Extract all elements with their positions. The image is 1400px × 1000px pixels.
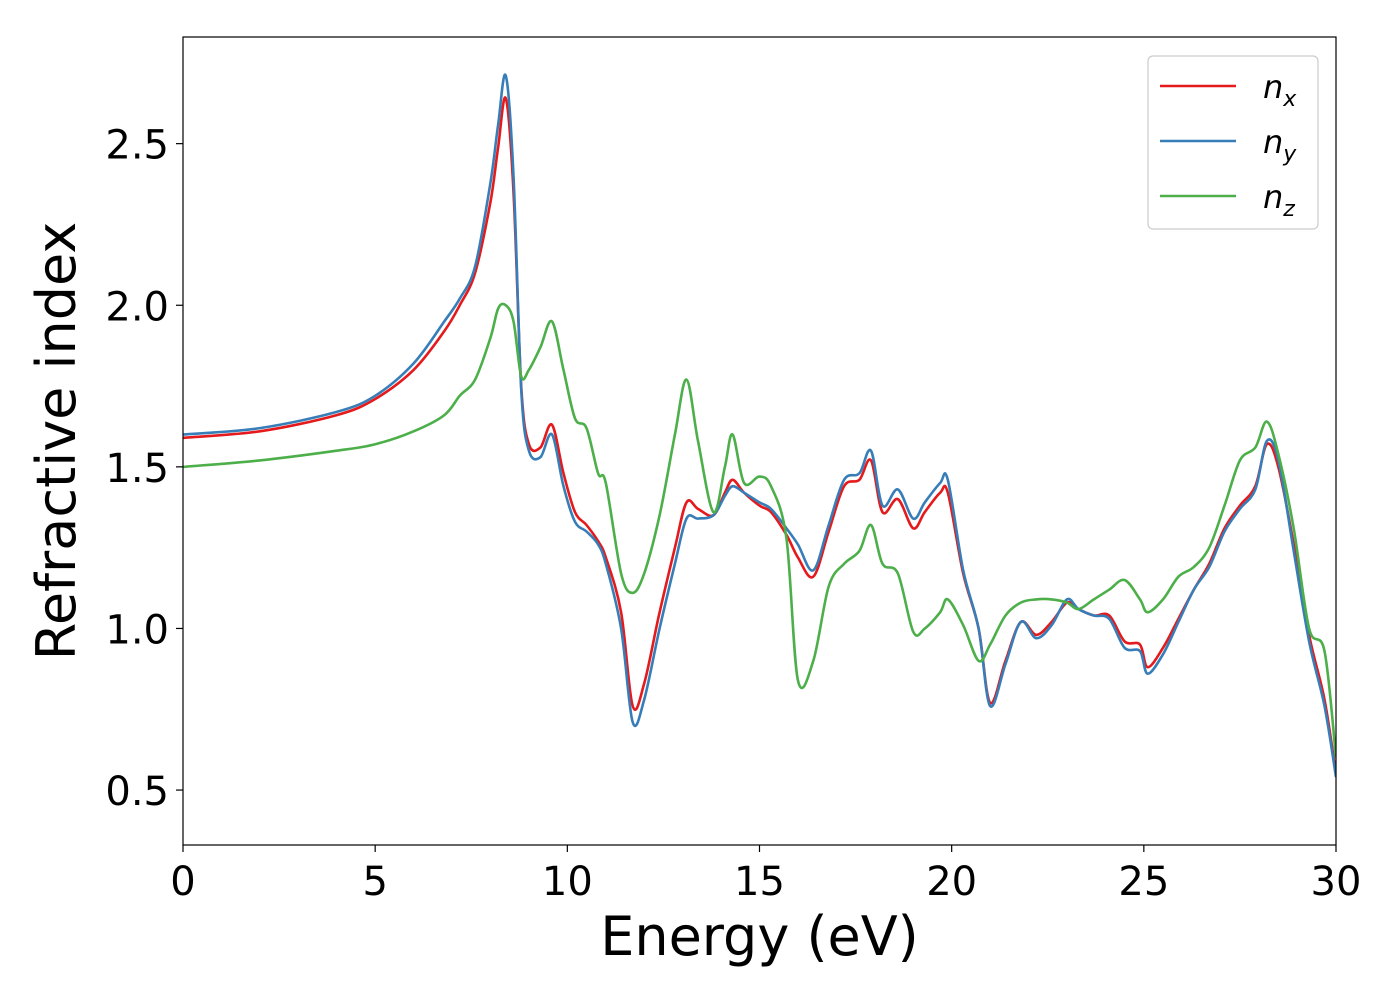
x-tick-label: 20 xyxy=(926,859,977,905)
series-line-nz xyxy=(183,302,1336,758)
legend-subscript: y xyxy=(1282,142,1297,167)
y-tick-label: 1.0 xyxy=(105,607,169,653)
legend-symbol: n xyxy=(1263,178,1283,216)
series-line-ny xyxy=(183,73,1336,778)
y-tick-label: 0.5 xyxy=(105,769,169,815)
legend-label-ny: ny xyxy=(1263,123,1297,167)
y-axis-label: Refractive index xyxy=(25,222,88,661)
legend-box xyxy=(1147,55,1319,230)
x-axis-label: Energy (eV) xyxy=(600,905,919,968)
series-layer xyxy=(183,73,1336,778)
x-tick-label: 10 xyxy=(542,859,593,905)
legend-label-nx: nx xyxy=(1263,68,1297,112)
y-tick-label: 2.0 xyxy=(105,284,169,330)
x-tick-label: 0 xyxy=(170,859,195,905)
x-tick-label: 30 xyxy=(1311,859,1362,905)
x-axis-ticks: 0 5 10 15 20 25 30 xyxy=(170,845,1361,905)
legend-symbol: n xyxy=(1263,68,1283,106)
legend-label-nz: nz xyxy=(1263,178,1295,222)
y-tick-label: 2.5 xyxy=(105,123,169,169)
y-tick-label: 1.5 xyxy=(105,446,169,492)
x-tick-label: 5 xyxy=(362,859,387,905)
x-tick-label: 25 xyxy=(1118,859,1169,905)
legend-subscript: x xyxy=(1282,87,1297,112)
legend-subscript: z xyxy=(1282,197,1295,222)
legend-symbol: n xyxy=(1263,123,1283,161)
y-axis-ticks: 0.5 1.0 1.5 2.0 2.5 xyxy=(105,123,183,815)
x-tick-label: 15 xyxy=(734,859,785,905)
